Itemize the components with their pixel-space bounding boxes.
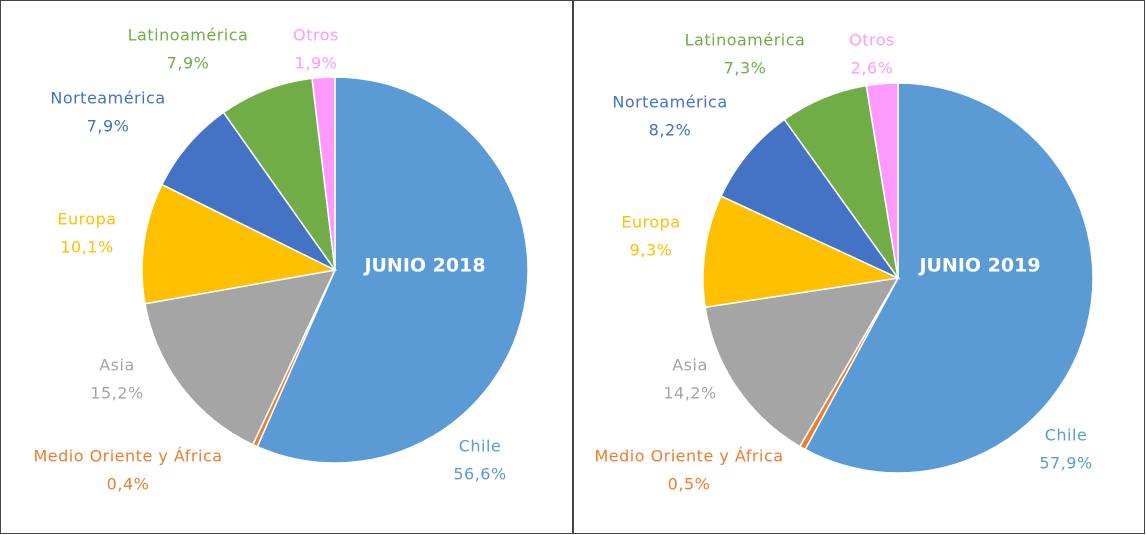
pie-slice bbox=[311, 76, 336, 271]
slice-value-label: 57,9% bbox=[1039, 454, 1092, 473]
slice-label: Latinoamérica bbox=[128, 26, 249, 45]
pie-slice bbox=[702, 195, 901, 309]
panel-border bbox=[0, 0, 573, 534]
slice-label: Chile bbox=[1045, 426, 1088, 445]
panel-border bbox=[573, 0, 1145, 534]
pie-slice bbox=[865, 82, 899, 279]
slice-value-label: 0,5% bbox=[668, 475, 711, 494]
slice-label: Norteamérica bbox=[50, 89, 165, 108]
slice-value-label: 7,9% bbox=[87, 117, 130, 136]
slice-value-label: 7,3% bbox=[724, 59, 767, 78]
chart-title: JUNIO 2019 bbox=[917, 255, 1040, 277]
pie-slice bbox=[256, 76, 529, 464]
slice-label: Europa bbox=[621, 213, 680, 232]
pie-slice bbox=[704, 277, 900, 448]
slice-label: Latinoamérica bbox=[685, 31, 806, 50]
slice-value-label: 1,9% bbox=[295, 54, 338, 73]
pie-slice bbox=[160, 111, 336, 271]
slice-value-label: 2,6% bbox=[851, 59, 894, 78]
pie-slice bbox=[222, 77, 336, 271]
pie-slice bbox=[720, 118, 901, 280]
pie-slice bbox=[141, 183, 338, 305]
slice-value-label: 10,1% bbox=[60, 238, 113, 257]
slice-value-label: 7,9% bbox=[167, 54, 210, 73]
slice-value-label: 56,6% bbox=[453, 465, 506, 484]
chart-title: JUNIO 2018 bbox=[362, 255, 485, 277]
slice-label: Chile bbox=[459, 437, 502, 456]
slice-value-label: 9,3% bbox=[630, 241, 673, 260]
slice-label: Europa bbox=[57, 210, 116, 229]
slice-label: Norteamérica bbox=[612, 93, 727, 112]
slice-label: Otros bbox=[293, 26, 339, 45]
slice-value-label: 0,4% bbox=[107, 475, 150, 494]
pie-slice bbox=[144, 269, 337, 446]
slice-label: Otros bbox=[849, 31, 895, 50]
slice-label: Asia bbox=[99, 356, 135, 375]
slice-value-label: 8,2% bbox=[649, 121, 692, 140]
slice-value-label: 14,2% bbox=[663, 384, 716, 403]
slice-value-label: 15,2% bbox=[90, 384, 143, 403]
pie-slice bbox=[804, 82, 1094, 474]
slice-label: Medio Oriente y África bbox=[33, 447, 222, 466]
slice-label: Medio Oriente y África bbox=[594, 447, 783, 466]
slice-label: Asia bbox=[672, 356, 708, 375]
